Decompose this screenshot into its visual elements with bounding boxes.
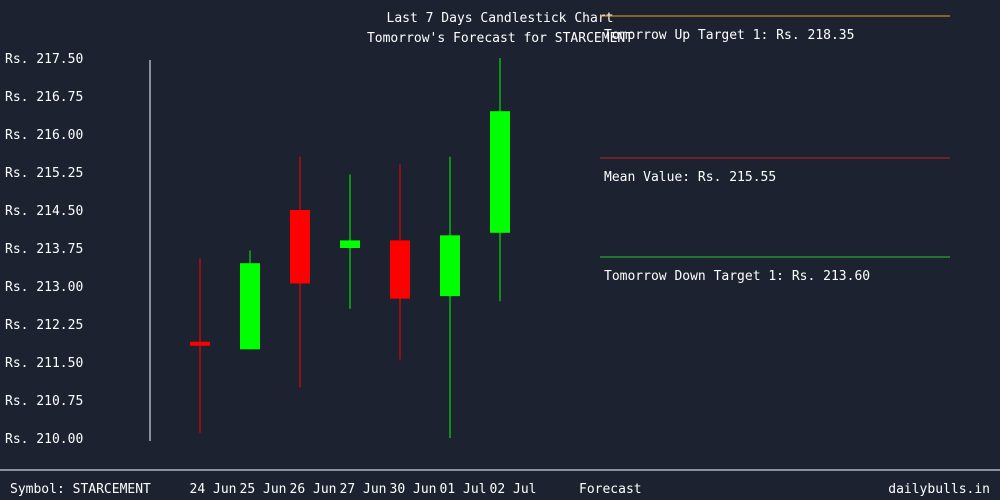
y-tick-label: Rs. 211.50 bbox=[5, 356, 83, 371]
x-tick-label: 26 Jun bbox=[290, 482, 337, 497]
x-tick-label: 27 Jun bbox=[340, 482, 387, 497]
candles bbox=[190, 58, 510, 438]
y-tick-label: Rs. 216.00 bbox=[5, 128, 83, 143]
y-tick-label: Rs. 214.50 bbox=[5, 204, 83, 219]
candle-body bbox=[240, 263, 260, 350]
chart-title: Last 7 Days Candlestick Chart bbox=[387, 11, 614, 26]
candle-body bbox=[390, 240, 410, 299]
site-label: dailybulls.in bbox=[888, 482, 990, 497]
candle-body bbox=[290, 210, 310, 284]
y-tick-label: Rs. 216.75 bbox=[5, 90, 83, 105]
y-tick-label: Rs. 212.25 bbox=[5, 318, 83, 333]
forecast-panel: Tomorrow Up Target 1: Rs. 218.35 Mean Val… bbox=[600, 15, 950, 284]
y-tick-label: Rs. 215.25 bbox=[5, 166, 83, 181]
down-target-label: Tomorrow Down Target 1: Rs. 213.60 bbox=[604, 269, 870, 284]
candle-body bbox=[490, 111, 510, 233]
candle-body bbox=[340, 240, 360, 248]
forecast-label: Forecast bbox=[579, 482, 642, 497]
x-tick-label: 01 Jul bbox=[440, 482, 487, 497]
candle-body bbox=[440, 235, 460, 297]
x-tick-label: 30 Jun bbox=[390, 482, 437, 497]
y-tick-label: Rs. 217.50 bbox=[5, 52, 83, 67]
mean-value-label: Mean Value: Rs. 215.55 bbox=[604, 170, 776, 185]
x-tick-label: 24 Jun bbox=[190, 482, 237, 497]
candle-body bbox=[190, 341, 210, 346]
symbol-label: Symbol: STARCEMENT bbox=[10, 482, 151, 497]
chart-subtitle: Tomorrow's Forecast for STARCEMENT bbox=[367, 31, 633, 46]
up-target-label: Tomorrow Up Target 1: Rs. 218.35 bbox=[604, 28, 854, 43]
y-tick-label: Rs. 213.75 bbox=[5, 242, 83, 257]
x-tick-label: 02 Jul bbox=[490, 482, 537, 497]
footer: Symbol: STARCEMENT Forecast dailybulls.i… bbox=[0, 469, 1000, 497]
y-tick-label: Rs. 213.00 bbox=[5, 280, 83, 295]
y-tick-label: Rs. 210.00 bbox=[5, 432, 83, 447]
y-axis: Rs. 217.50 Rs. 216.75 Rs. 216.00 Rs. 215.25… bbox=[5, 52, 151, 447]
y-tick-label: Rs. 210.75 bbox=[5, 394, 83, 409]
x-tick-label: 25 Jun bbox=[240, 482, 287, 497]
